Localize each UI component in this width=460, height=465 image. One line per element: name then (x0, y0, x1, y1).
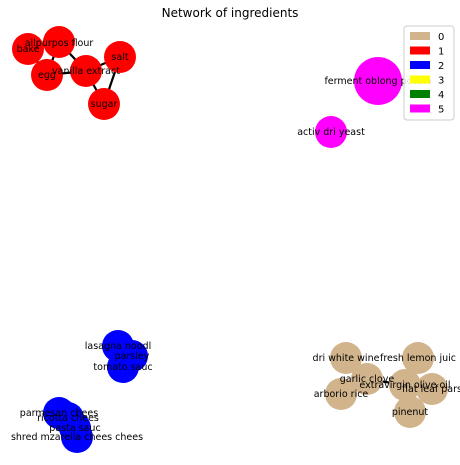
node-label-egg: egg (38, 70, 56, 81)
node-arborio-rice[interactable] (325, 378, 357, 410)
legend-swatch-3 (410, 75, 430, 84)
legend-label-2: 2 (438, 61, 444, 72)
node-label-ricotta-chees: ricotta chees (37, 413, 99, 424)
node-allpurpos-flour[interactable] (43, 26, 75, 58)
node-label-parmesan-chees: parmesan chees (20, 408, 98, 419)
node-extravirgin-olive-oil[interactable] (389, 369, 421, 401)
node-ferment-cluster[interactable] (354, 57, 402, 105)
node-fresh-lemon-juic[interactable] (402, 342, 434, 374)
chart-title: Network of ingredients (162, 6, 299, 20)
node-label-fresh-lemon-juic: fresh lemon juic (380, 353, 456, 364)
node-tomato-sauc[interactable] (107, 351, 139, 383)
node-bake[interactable] (12, 33, 44, 65)
node-pinenut[interactable] (394, 396, 426, 428)
legend-label-4: 4 (438, 90, 444, 101)
node-salt[interactable] (104, 41, 136, 73)
legend-swatch-1 (410, 46, 430, 55)
node-label-garlic-clove: garlic clove (340, 374, 395, 385)
node-label-flat-leaf-pars: flat leaf pars (402, 384, 460, 395)
node-label-arborio-rice: arborio rice (314, 389, 369, 400)
legend-label-0: 0 (438, 32, 444, 43)
node-egg[interactable] (31, 59, 63, 91)
node-sugar[interactable] (88, 88, 120, 120)
node-garlic-clove[interactable] (351, 363, 383, 395)
node-label-sugar: sugar (91, 99, 118, 110)
legend-label-5: 5 (438, 105, 444, 116)
node-vanilla-extract[interactable] (70, 55, 102, 87)
node-label-vanilla-extract: vanilla extract (52, 66, 120, 77)
node-label-parsley: parsley (115, 351, 150, 362)
legend-swatch-4 (410, 90, 430, 98)
node-shred-mozzarella[interactable] (61, 421, 93, 453)
legend-label-3: 3 (438, 76, 444, 87)
legend-swatch-5 (410, 104, 430, 113)
legend-label-1: 1 (438, 47, 444, 58)
node-label-extravirgin-olive-oil: extravirgin olive oil (359, 380, 450, 391)
node-label-allpurpos-flour: allpurpos flour (25, 38, 94, 49)
node-flat-leaf-pars[interactable] (416, 373, 448, 405)
node-label-lasagna-noodl: lasagna noodl (85, 341, 151, 352)
legend: 0 1 2 3 4 5 (403, 25, 455, 121)
node-label-activ-dri-yeast: activ dri yeast (297, 127, 365, 138)
node-label-shred-mozzarella: shred mzarella chees chees (11, 432, 143, 443)
node-label-salt: salt (111, 52, 128, 63)
legend-swatch-0 (410, 32, 430, 40)
node-label-pinenut: pinenut (392, 407, 429, 418)
node-activ-dri-yeast[interactable] (315, 116, 347, 148)
node-label-bake: bake (17, 44, 40, 55)
legend-swatch-2 (410, 61, 430, 69)
node-label-tomato-sauc: tomato sauc (93, 362, 152, 373)
nodes-layer (12, 26, 448, 453)
node-label-ferment-cluster: ferment oblong potato (324, 76, 431, 87)
node-label-pasta-sauc: pasta sauc (49, 423, 100, 434)
node-label-dri-white-wine: dri white wine (313, 353, 380, 364)
node-dri-white-wine[interactable] (330, 342, 362, 374)
